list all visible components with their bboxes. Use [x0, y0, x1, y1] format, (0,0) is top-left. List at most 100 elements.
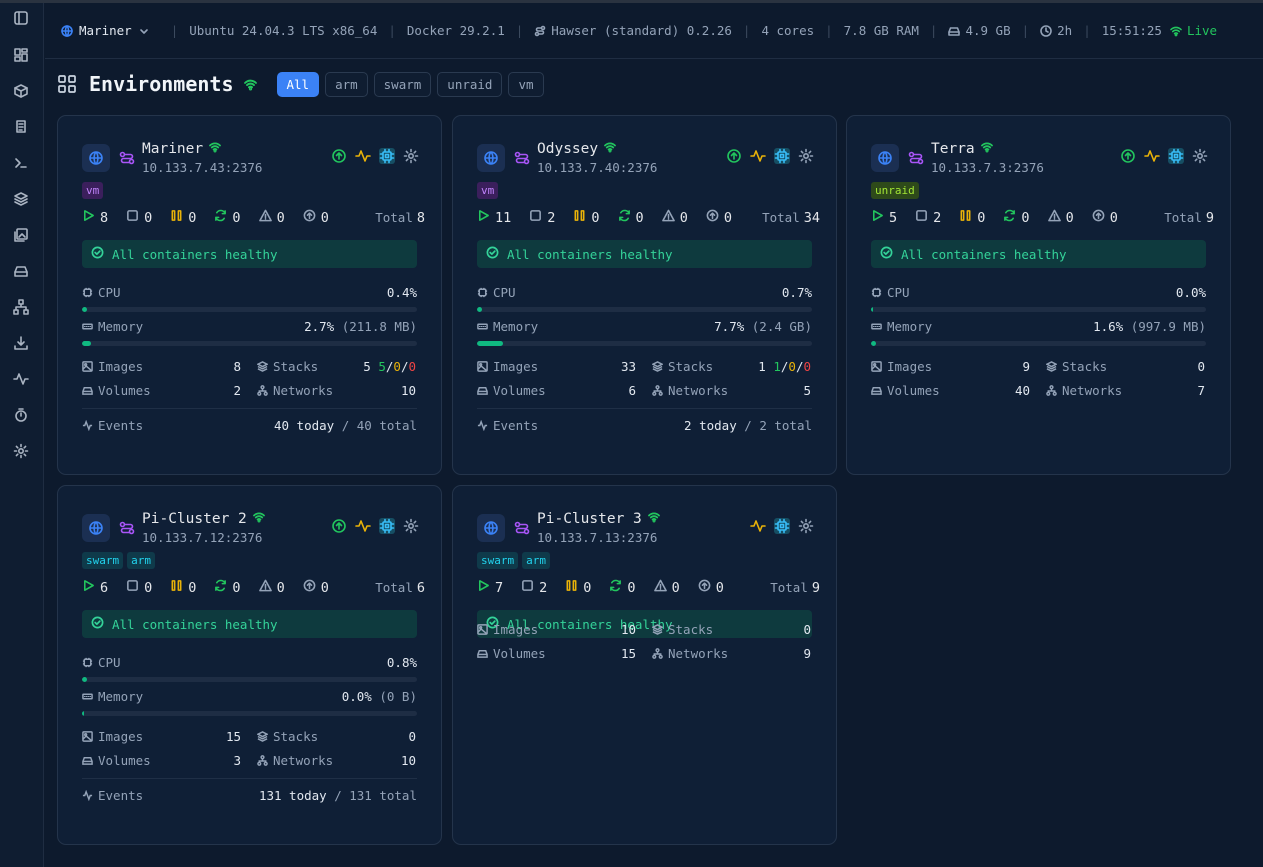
environment-card[interactable]: Pi-Cluster 2 10.133.7.12:2376 swarm arm 6…: [57, 485, 442, 845]
arrow-up-circle-icon: [303, 209, 316, 226]
images-stat[interactable]: Images 8: [82, 359, 241, 374]
env-tag: vm: [477, 182, 499, 199]
cpu-bar: [82, 307, 417, 312]
activity-icon[interactable]: [355, 518, 371, 534]
volumes-stat[interactable]: Volumes 3: [82, 753, 241, 768]
top-bar: Mariner | Ubuntu 24.04.3 LTS x86_64 | Do…: [45, 3, 1263, 59]
memory-value: 1.6%: [1093, 319, 1124, 334]
gear-icon[interactable]: [798, 518, 814, 534]
networks-label: Networks: [668, 382, 729, 398]
images-stat[interactable]: Images 10: [477, 622, 636, 637]
memory-metric: Memory 7.7% (2.4 GB): [477, 319, 812, 346]
stacks-stat[interactable]: Stacks 5 5/0/0: [257, 359, 416, 374]
page-title: Environments: [89, 72, 234, 96]
environment-selector[interactable]: Mariner: [61, 23, 150, 38]
cpu-label: CPU: [493, 285, 516, 300]
networks-stat[interactable]: Networks 9: [652, 646, 811, 661]
images-stat[interactable]: Images 9: [871, 359, 1030, 374]
gear-icon[interactable]: [798, 148, 814, 164]
stacks-stat[interactable]: Stacks 0: [257, 729, 416, 744]
unhealthy-count: 0: [653, 579, 680, 596]
card-actions: [331, 148, 419, 164]
warning-icon: [1047, 209, 1061, 226]
pause-icon: [565, 579, 578, 596]
activity-icon[interactable]: [355, 148, 371, 164]
volumes-value: 40: [1014, 382, 1030, 398]
images-icon[interactable]: [12, 226, 30, 244]
gear-icon[interactable]: [403, 518, 419, 534]
timer-icon[interactable]: [12, 406, 30, 424]
activity-icon[interactable]: [750, 148, 766, 164]
cpu-value: 0.0%: [1175, 285, 1206, 300]
stacks-value: 5 5/0/0: [363, 358, 416, 374]
running-count: 5: [871, 209, 897, 226]
terminal-icon[interactable]: [12, 154, 30, 172]
wifi-icon: [604, 141, 617, 157]
filter-arm[interactable]: arm: [325, 71, 368, 97]
activity-icon[interactable]: [1144, 148, 1160, 164]
environment-card[interactable]: Terra 10.133.7.3:2376 unraid 5 2 0 0 0 0…: [846, 115, 1231, 475]
download-icon[interactable]: [12, 334, 30, 352]
unhealthy-count: 0: [258, 579, 285, 596]
card-actions: [1120, 148, 1208, 164]
networks-icon[interactable]: [12, 298, 30, 316]
images-value: 33: [620, 358, 636, 374]
containers-icon[interactable]: [12, 82, 30, 100]
unhealthy-count: 0: [661, 209, 688, 226]
gear-icon[interactable]: [403, 148, 419, 164]
volumes-stat[interactable]: Volumes 15: [477, 646, 636, 661]
networks-value: 7: [1197, 382, 1205, 398]
images-stat[interactable]: Images 15: [82, 729, 241, 744]
stop-icon: [126, 209, 139, 226]
gear-icon[interactable]: [1192, 148, 1208, 164]
upload-icon[interactable]: [726, 148, 742, 164]
logs-icon[interactable]: [12, 118, 30, 136]
dashboard-icon[interactable]: [12, 46, 30, 64]
filter-vm[interactable]: vm: [508, 71, 544, 97]
filter-swarm[interactable]: swarm: [373, 71, 432, 97]
images-stat[interactable]: Images 33: [477, 359, 636, 374]
events-total: / 131 total: [334, 788, 417, 803]
environment-card[interactable]: Pi-Cluster 3 10.133.7.13:2376 swarm arm 7…: [452, 485, 837, 845]
volumes-stat[interactable]: Volumes 40: [871, 383, 1030, 398]
networks-stat[interactable]: Networks 10: [257, 383, 416, 398]
networks-stat[interactable]: Networks 10: [257, 753, 416, 768]
events-row: Events 2 today / 2 total: [477, 408, 812, 433]
filter-all[interactable]: All: [276, 71, 320, 97]
settings-icon[interactable]: [12, 442, 30, 460]
volumes-stat[interactable]: Volumes 6: [477, 383, 636, 398]
paused-count: 0: [565, 579, 591, 596]
env-tag: unraid: [871, 182, 919, 199]
cpu-icon[interactable]: [379, 518, 395, 534]
stacks-icon[interactable]: [12, 190, 30, 208]
volumes-icon[interactable]: [12, 262, 30, 280]
images-label: Images: [493, 621, 539, 637]
total-count: Total 8: [375, 209, 425, 226]
upload-icon[interactable]: [331, 148, 347, 164]
cpu-icon[interactable]: [774, 148, 790, 164]
networks-stat[interactable]: Networks 5: [652, 383, 811, 398]
filter-unraid[interactable]: unraid: [437, 71, 503, 97]
connection-icon: [116, 514, 138, 542]
cpu-icon[interactable]: [1168, 148, 1184, 164]
upload-icon[interactable]: [1120, 148, 1136, 164]
environment-card[interactable]: Odyssey 10.133.7.40:2376 vm 11 2 0 0 0 0…: [452, 115, 837, 475]
stacks-stat[interactable]: Stacks 0: [1046, 359, 1205, 374]
restarting-count: 0: [1003, 209, 1030, 226]
upload-icon[interactable]: [331, 518, 347, 534]
volumes-stat[interactable]: Volumes 2: [82, 383, 241, 398]
cpu-icon[interactable]: [774, 518, 790, 534]
health-text: All containers healthy: [112, 246, 278, 262]
networks-stat[interactable]: Networks 7: [1046, 383, 1205, 398]
stacks-stat[interactable]: Stacks 0: [652, 622, 811, 637]
stacks-stat[interactable]: Stacks 1 1/0/0: [652, 359, 811, 374]
sidebar-toggle-icon[interactable]: [12, 9, 30, 27]
environment-card[interactable]: Mariner 10.133.7.43:2376 vm 8 0 0 0 0 0 …: [57, 115, 442, 475]
activity-icon[interactable]: [750, 518, 766, 534]
activity-icon[interactable]: [12, 370, 30, 388]
memory-bar: [871, 341, 1206, 346]
images-label: Images: [493, 358, 539, 374]
cpu-bar-fill: [477, 307, 483, 312]
networks-label: Networks: [273, 382, 334, 398]
cpu-icon[interactable]: [379, 148, 395, 164]
